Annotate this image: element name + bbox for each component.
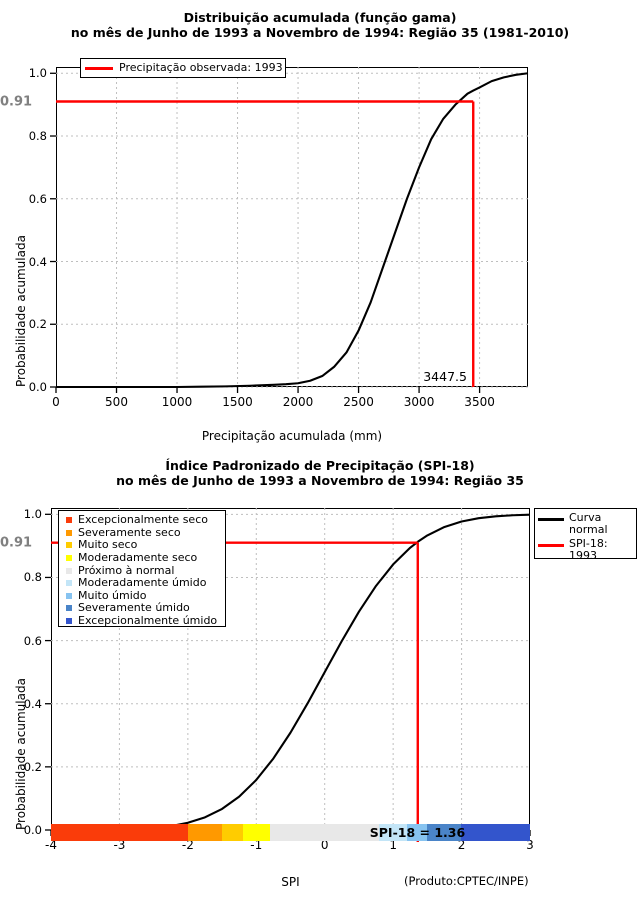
chart1-x-tick-label: 2500 xyxy=(343,395,374,409)
category-legend-item: Severamente úmido xyxy=(59,602,225,615)
chart2-y-tick-label: 1.0 xyxy=(23,507,42,522)
category-color-swatch xyxy=(66,567,72,574)
category-legend-label: Muito úmido xyxy=(78,588,147,602)
chart2-x-tick-label: 3 xyxy=(526,838,534,852)
chart2-x-tick-label: -2 xyxy=(181,838,194,852)
curve-legend-label: SPI-18: 1993 xyxy=(569,537,608,562)
category-legend-item: Excepcionalmente úmido xyxy=(59,615,225,628)
colorbar-segment xyxy=(269,824,380,841)
chart1-x-tick-label: 0 xyxy=(52,395,60,409)
chart1-x-axis-title: Precipitação acumulada (mm) xyxy=(201,429,383,443)
chart1-x-tick-label: 500 xyxy=(105,395,128,409)
category-legend-label: Próximo à normal xyxy=(78,563,175,577)
chart2-y-tick-label: 0.8 xyxy=(23,570,42,585)
curve-legend-line-swatch xyxy=(538,544,564,547)
chart2-y-tick-label: 0.2 xyxy=(23,759,42,774)
chart1-x-tick-label: 1500 xyxy=(222,395,253,409)
chart2-x-tick-label: 0 xyxy=(320,838,329,852)
chart2-category-legend: Excepcionalmente seco Severamente seco Mui… xyxy=(58,510,226,627)
chart2-x-tick-label: -1 xyxy=(250,838,263,852)
chart1-y-tick-label: 0.2 xyxy=(28,317,47,332)
curve-legend-line-swatch xyxy=(538,518,564,521)
colorbar-segment xyxy=(427,824,462,841)
spi-category-colorbar xyxy=(51,824,530,841)
colorbar-segment xyxy=(406,824,428,841)
category-color-swatch xyxy=(66,542,72,549)
category-color-swatch xyxy=(66,517,72,524)
chart2-y-tick-label: 0.0 xyxy=(23,823,42,837)
category-legend-item: Severamente seco xyxy=(59,525,225,540)
category-legend-item: Moderadamente seco xyxy=(59,552,225,565)
category-color-swatch xyxy=(66,555,72,562)
chart1-highlight-y-value: 0.91 xyxy=(0,94,33,109)
chart2-y-axis-title: Probabilidade acumulada xyxy=(14,678,28,830)
chart1-y-tick-label: 0.4 xyxy=(28,254,47,269)
category-legend-label: Severamente úmido xyxy=(78,601,190,615)
curve-legend-label: Curva normal xyxy=(569,511,608,536)
colorbar-segment xyxy=(51,824,188,841)
legend-item-observed: Precipitação observada: 1993 xyxy=(81,61,287,75)
chart1-y-tick-label: 0.8 xyxy=(28,129,47,144)
chart1-y-tick-label: 0.0 xyxy=(28,380,47,394)
category-legend-label: Muito seco xyxy=(78,538,138,552)
chart2-y-tick-label: 0.4 xyxy=(23,696,42,711)
chart2-highlight-y-value: 0.91 xyxy=(0,535,33,551)
chart2-y-tick-label: 0.6 xyxy=(23,633,42,648)
colorbar-segment xyxy=(379,824,407,841)
chart1-x-tick-label: 3000 xyxy=(403,395,435,409)
category-color-swatch xyxy=(66,592,72,599)
category-color-swatch xyxy=(66,529,72,536)
curve-legend-item: SPI-18: 1993 xyxy=(535,538,636,562)
category-color-swatch xyxy=(66,605,72,612)
chart2-title: Índice Padronizado de Precipitação (SPI-… xyxy=(116,458,524,488)
chart1-x-tick-label: 1000 xyxy=(161,395,193,409)
chart2-x-axis-title: SPI xyxy=(281,875,300,889)
chart2-x-tick-label: -4 xyxy=(45,838,57,852)
legend-item-label: Precipitação observada: 1993 xyxy=(119,61,283,74)
chart1-title: Distribuição acumulada (função gama) no … xyxy=(70,10,570,40)
curve-legend-item: Curva normal xyxy=(535,512,636,536)
spi-cdf-panel: Índice Padronizado de Precipitação (SPI-… xyxy=(0,450,640,900)
chart1-highlight-x-value: 3447.5 xyxy=(423,369,467,384)
colorbar-segment xyxy=(222,824,243,841)
chart1-canvas xyxy=(50,67,529,393)
chart1-x-tick-label: 3500 xyxy=(464,395,495,409)
category-legend-label: Excepcionalmente úmido xyxy=(78,614,218,628)
category-legend-label: Excepcionalmente seco xyxy=(78,513,208,527)
chart1-data-curve xyxy=(56,72,529,389)
chart1-legend: Precipitação observada: 1993 xyxy=(80,58,286,78)
category-color-swatch xyxy=(66,580,72,587)
category-legend-label: Moderadamente seco xyxy=(78,551,198,565)
category-legend-item: Muito seco xyxy=(59,539,225,552)
category-legend-item: Moderadamente úmido xyxy=(59,577,225,590)
chart1-y-tick-label: 0.6 xyxy=(28,191,47,206)
chart2-x-tick-label: -3 xyxy=(113,838,126,852)
legend-line-swatch xyxy=(85,66,113,70)
category-legend-item: Excepcionalmente seco xyxy=(59,514,225,527)
chart2-x-tick-label: 1 xyxy=(389,838,397,852)
colorbar-segment xyxy=(187,824,223,841)
category-legend-item: Próximo à normal xyxy=(59,564,225,577)
colorbar-segment xyxy=(461,824,530,841)
gamma-cdf-panel: Distribuição acumulada (função gama) no … xyxy=(0,10,570,443)
category-color-swatch xyxy=(66,618,72,625)
product-credit: (Produto:CPTEC/INPE) xyxy=(404,874,529,888)
chart1-x-tick-label: 2000 xyxy=(282,395,314,409)
chart2-curve-legend: Curva normal SPI-18: 1993 xyxy=(534,508,637,562)
category-legend-label: Moderadamente úmido xyxy=(78,576,207,590)
category-legend-label: Severamente seco xyxy=(78,525,181,539)
chart1-y-tick-label: 1.0 xyxy=(28,66,47,81)
colorbar-segment xyxy=(242,824,270,841)
chart2-x-tick-label: 2 xyxy=(457,838,466,852)
category-legend-item: Muito úmido xyxy=(59,588,225,603)
